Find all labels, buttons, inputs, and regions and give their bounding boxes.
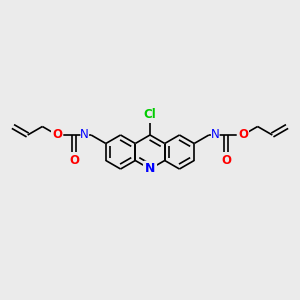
Text: O: O	[221, 154, 231, 167]
Text: O: O	[69, 154, 79, 167]
Text: Cl: Cl	[144, 108, 156, 121]
Text: O: O	[52, 128, 62, 142]
Text: N: N	[211, 128, 220, 140]
Text: N: N	[145, 163, 155, 176]
Text: N: N	[145, 163, 155, 176]
Text: O: O	[238, 128, 248, 142]
Text: H: H	[81, 129, 89, 139]
Text: H: H	[211, 129, 219, 139]
Text: N: N	[80, 128, 89, 140]
